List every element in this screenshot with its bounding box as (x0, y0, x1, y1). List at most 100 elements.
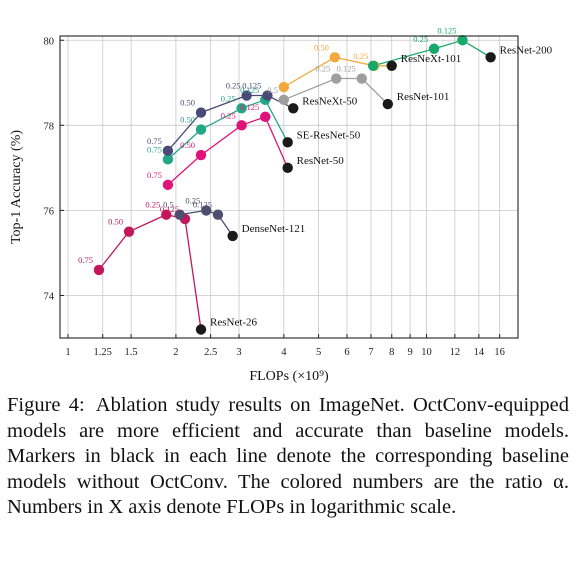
baseline-marker (485, 52, 496, 63)
x-tick-label: 10 (421, 347, 432, 358)
data-markers (93, 35, 496, 335)
alpha-label: 0.75 (147, 170, 162, 180)
model-label: DenseNet-121 (242, 223, 306, 235)
data-point (262, 90, 273, 101)
baseline-marker (227, 230, 238, 242)
data-point (428, 43, 440, 54)
alpha-label: 0.125 (160, 204, 179, 214)
alpha-label: 0.125 (437, 25, 456, 35)
model-label: ResNet-200 (500, 44, 553, 56)
series-lines (98, 39, 491, 330)
alpha-label: 0.75 (78, 255, 93, 265)
alpha-label: 0.5 (267, 85, 278, 95)
alpha-label: 0.50 (180, 115, 195, 125)
caption-text: Ablation study results on ImageNet. OctC… (7, 394, 569, 518)
data-point (174, 209, 185, 220)
baseline-marker (382, 98, 394, 110)
model-label: ResNet-26 (210, 316, 258, 328)
series-line (283, 77, 389, 105)
data-point (278, 81, 290, 93)
data-point (356, 73, 367, 84)
data-point (278, 94, 290, 106)
data-point (195, 124, 207, 135)
model-label: ResNeXt-101 (401, 53, 462, 65)
alpha-label: 0.50 (314, 42, 329, 52)
figure-caption: Figure 4: Ablation study results on Imag… (7, 393, 569, 521)
model-labels: ResNet-26 DenseNet-121 ResNet-50 SE-ResNet-… (210, 44, 553, 328)
model-label: ResNet-101 (397, 91, 450, 103)
x-tick-label: 8 (389, 347, 394, 358)
baseline-marker (386, 60, 397, 71)
grid (60, 36, 518, 338)
baseline-marker (282, 137, 293, 148)
alpha-label: 0.75 (147, 144, 162, 154)
alpha-label: 0.125 (242, 81, 261, 91)
data-point (162, 145, 174, 157)
alpha-label: 0.25 (226, 81, 241, 91)
alpha-label: 0.25 (145, 200, 160, 210)
data-point (201, 205, 212, 216)
data-point (260, 111, 271, 123)
data-point (161, 209, 172, 220)
baseline-marker (195, 324, 207, 335)
data-point (212, 209, 224, 220)
caption-label: Figure 4: (7, 394, 85, 416)
y-tick-label: 76 (44, 206, 55, 217)
x-tick-label: 16 (494, 347, 505, 358)
alpha-label: 0.50 (108, 217, 123, 227)
alpha-label: 0.25 (353, 51, 368, 61)
alpha-label: 0.25 (185, 195, 200, 205)
model-label: ResNet-50 (297, 155, 345, 167)
x-tick-label: 12 (450, 347, 461, 358)
alpha-label: 0.5 (163, 200, 174, 210)
data-point (162, 154, 174, 165)
model-label: ResNeXt-50 (302, 95, 357, 107)
alpha-label: 0.125 (193, 200, 212, 210)
data-point (329, 52, 341, 63)
baseline-marker (288, 103, 299, 114)
alpha-label: 0.125 (337, 64, 356, 74)
data-point (331, 73, 342, 84)
plot-frame (59, 35, 519, 339)
alpha-label: 0.50 (180, 98, 195, 108)
x-tick-label: 2.5 (204, 347, 217, 358)
alpha-label: 0.125 (240, 85, 259, 95)
data-point (195, 107, 207, 118)
baseline-marker (282, 162, 293, 174)
series-line (179, 209, 234, 237)
series-line (373, 39, 491, 67)
data-point (236, 103, 247, 114)
x-tick-label: 4 (281, 347, 287, 358)
data-point (123, 226, 135, 237)
alpha-label: 0.125 (240, 102, 259, 112)
y-tick-label: 80 (44, 36, 55, 47)
x-axis-title: FLOPs (×10⁹) (249, 369, 329, 384)
y-axis-title: Top-1 Accuracy (%) (9, 130, 24, 244)
x-tick-label: 2 (173, 347, 178, 358)
data-point (236, 120, 247, 131)
x-tick-label: 9 (407, 347, 412, 358)
data-point (195, 149, 207, 161)
data-point (162, 179, 174, 191)
x-tick-label: 1.5 (125, 347, 138, 358)
alpha-label: 0.25 (221, 110, 236, 120)
alpha-label: 0.25 (413, 34, 428, 44)
alpha-label: 0.25 (221, 93, 236, 103)
alpha-label: 0.75 (147, 136, 162, 146)
x-tick-label: 3 (236, 347, 241, 358)
x-tick-label: 14 (474, 347, 485, 358)
x-tick-label: 7 (368, 347, 373, 358)
data-point (241, 90, 252, 101)
alpha-label: 0.50 (180, 140, 195, 150)
x-tick-label: 5 (316, 347, 321, 358)
x-tick-label: 6 (344, 347, 349, 358)
x-tick-label: 1 (65, 347, 70, 358)
x-tick-label: 1.25 (94, 347, 112, 358)
series-line (167, 115, 289, 186)
y-tick-label: 78 (44, 121, 55, 132)
model-label: SE-ResNet-50 (297, 129, 361, 141)
data-point (457, 35, 468, 46)
